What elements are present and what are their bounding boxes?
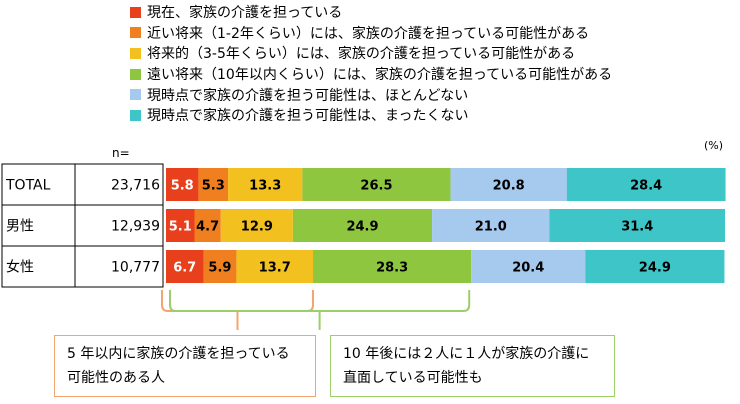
data-label: 13.3 bbox=[249, 179, 281, 194]
bar-segment bbox=[166, 168, 199, 201]
data-label: 28.3 bbox=[376, 261, 408, 276]
legend-item: 現在、家族の介護を担っている bbox=[130, 2, 612, 23]
data-label: 28.4 bbox=[630, 179, 662, 194]
legend-swatch bbox=[130, 68, 141, 80]
sample-size-value: 23,716 bbox=[111, 178, 160, 194]
bar-segment bbox=[228, 168, 303, 201]
bar-segment bbox=[471, 250, 586, 283]
bar-segment bbox=[194, 209, 221, 242]
legend-swatch bbox=[130, 27, 141, 39]
legend-swatch bbox=[130, 6, 141, 18]
legend-item: 近い将来（1-2年くらい）には、家族の介護を担っている可能性がある bbox=[130, 23, 612, 44]
legend-item: 現時点で家族の介護を担う可能性は、ほとんどない bbox=[130, 84, 612, 105]
bar-segment bbox=[236, 250, 314, 283]
bar-segment bbox=[166, 250, 204, 283]
category-label: TOTAL bbox=[5, 178, 51, 194]
bracket-ten-years bbox=[169, 290, 471, 312]
bar-segment bbox=[203, 250, 237, 283]
legend-label: 将来的（3-5年くらい）には、家族の介護を担っている可能性がある bbox=[147, 46, 576, 63]
data-label: 20.4 bbox=[512, 261, 544, 276]
data-label: 12.9 bbox=[241, 220, 273, 235]
data-label: 31.4 bbox=[621, 220, 653, 235]
bar-segment bbox=[450, 168, 567, 201]
data-label: 26.5 bbox=[360, 179, 392, 194]
bar-segment bbox=[313, 250, 472, 283]
callout-ten-years: 10 年後には２人に１人が家族の介護に直面している可能性も bbox=[330, 335, 615, 397]
n-header: n= bbox=[112, 146, 130, 160]
data-label: 24.9 bbox=[346, 220, 378, 235]
bar-segment bbox=[566, 168, 726, 201]
data-label: 21.0 bbox=[475, 220, 507, 235]
callout-five-years: 5 年以内に家族の介護を担っている可能性のある人 bbox=[54, 335, 316, 397]
bar-segment bbox=[549, 209, 725, 242]
legend-label: 近い将来（1-2年くらい）には、家族の介護を担っている可能性がある bbox=[147, 25, 590, 42]
bars: 5.8 5.3 13.3 26.5 20.8 28.4 5.1 4.7 12.9 24.9 21.0… bbox=[166, 168, 726, 283]
category-label: 男性 bbox=[6, 219, 34, 235]
bar-segment bbox=[302, 168, 451, 201]
brackets bbox=[161, 290, 471, 330]
sample-size-value: 12,939 bbox=[111, 219, 160, 235]
bar-segment bbox=[432, 209, 550, 242]
legend-swatch bbox=[130, 47, 141, 59]
data-label: 4.7 bbox=[196, 220, 219, 235]
data-label: 5.1 bbox=[169, 220, 192, 235]
legend: 現在、家族の介護を担っている近い将来（1-2年くらい）には、家族の介護を担ってい… bbox=[130, 2, 612, 126]
sample-size-value: 10,777 bbox=[111, 260, 160, 276]
bar-segment bbox=[166, 209, 195, 242]
legend-swatch bbox=[130, 109, 141, 121]
legend-item: 遠い将来（10年以内くらい）には、家族の介護を担っている可能性がある bbox=[130, 64, 612, 85]
table-border bbox=[1, 163, 164, 288]
legend-item: 現時点で家族の介護を担う可能性は、まったくない bbox=[130, 105, 612, 126]
unit-label: (%) bbox=[704, 139, 723, 152]
data-label: 5.8 bbox=[171, 179, 194, 194]
legend-label: 現在、家族の介護を担っている bbox=[147, 5, 343, 22]
data-label: 24.9 bbox=[639, 261, 671, 276]
bracket-five-years bbox=[161, 290, 315, 312]
sample-size-table: TOTAL 23,716 男性 12,939 女性 10,777 bbox=[1, 163, 164, 288]
category-label: 女性 bbox=[6, 259, 34, 276]
legend-label: 遠い将来（10年以内くらい）には、家族の介護を担っている可能性がある bbox=[147, 67, 613, 84]
bar-segment bbox=[292, 209, 433, 242]
data-label: 20.8 bbox=[493, 179, 525, 194]
legend-item: 将来的（3-5年くらい）には、家族の介護を担っている可能性がある bbox=[130, 43, 612, 64]
data-label: 6.7 bbox=[173, 261, 196, 276]
data-label: 5.9 bbox=[208, 261, 231, 276]
bar-segment bbox=[585, 250, 725, 283]
legend-swatch bbox=[130, 89, 141, 101]
bar-segment bbox=[198, 168, 229, 201]
bar-segment bbox=[220, 209, 293, 242]
legend-label: 現時点で家族の介護を担う可能性は、ほとんどない bbox=[147, 87, 469, 104]
data-label: 5.3 bbox=[202, 179, 225, 194]
legend-label: 現時点で家族の介護を担う可能性は、まったくない bbox=[147, 108, 469, 125]
data-label: 13.7 bbox=[259, 261, 291, 276]
